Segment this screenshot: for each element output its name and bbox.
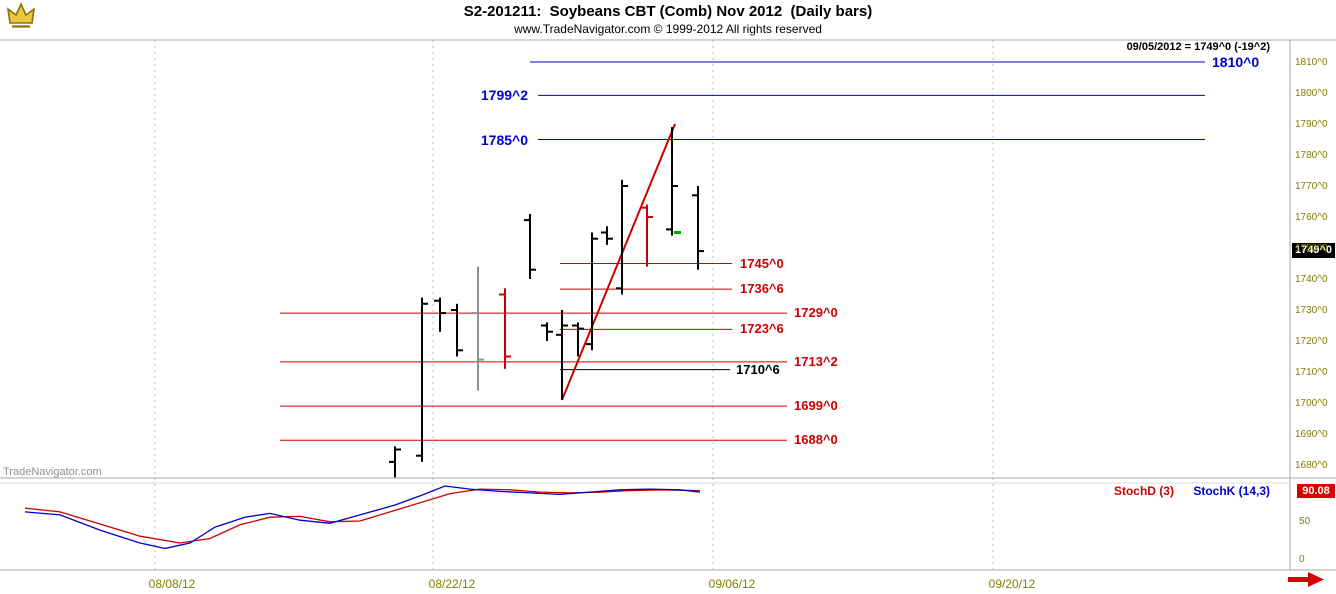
trend-line [561,123,676,401]
watermark-text: TradeNavigator.com [3,466,102,478]
stochk-label[interactable]: StochK (14,3) [1193,484,1270,498]
chart-title: S2-201211: Soybeans CBT (Comb) Nov 2012 … [463,3,873,20]
quote-readout: 09/05/2012 = 1749^0 (-19^2) [1126,41,1270,53]
scroll-right-arrow-icon[interactable] [1288,571,1328,593]
stochk-line [24,485,701,550]
stoch-value-badge: 90.08 [1297,483,1335,498]
stochd-label[interactable]: StochD (3) [1113,484,1174,498]
last-price-badge: 1749^0 [1292,243,1335,259]
stoch-legend: StochD (3) StochK (14,3) [1114,484,1270,498]
app-logo-icon [6,2,36,35]
copyright-text: www.TradeNavigator.com © 1999-2012 All r… [514,22,822,36]
stochd-line [24,488,701,544]
